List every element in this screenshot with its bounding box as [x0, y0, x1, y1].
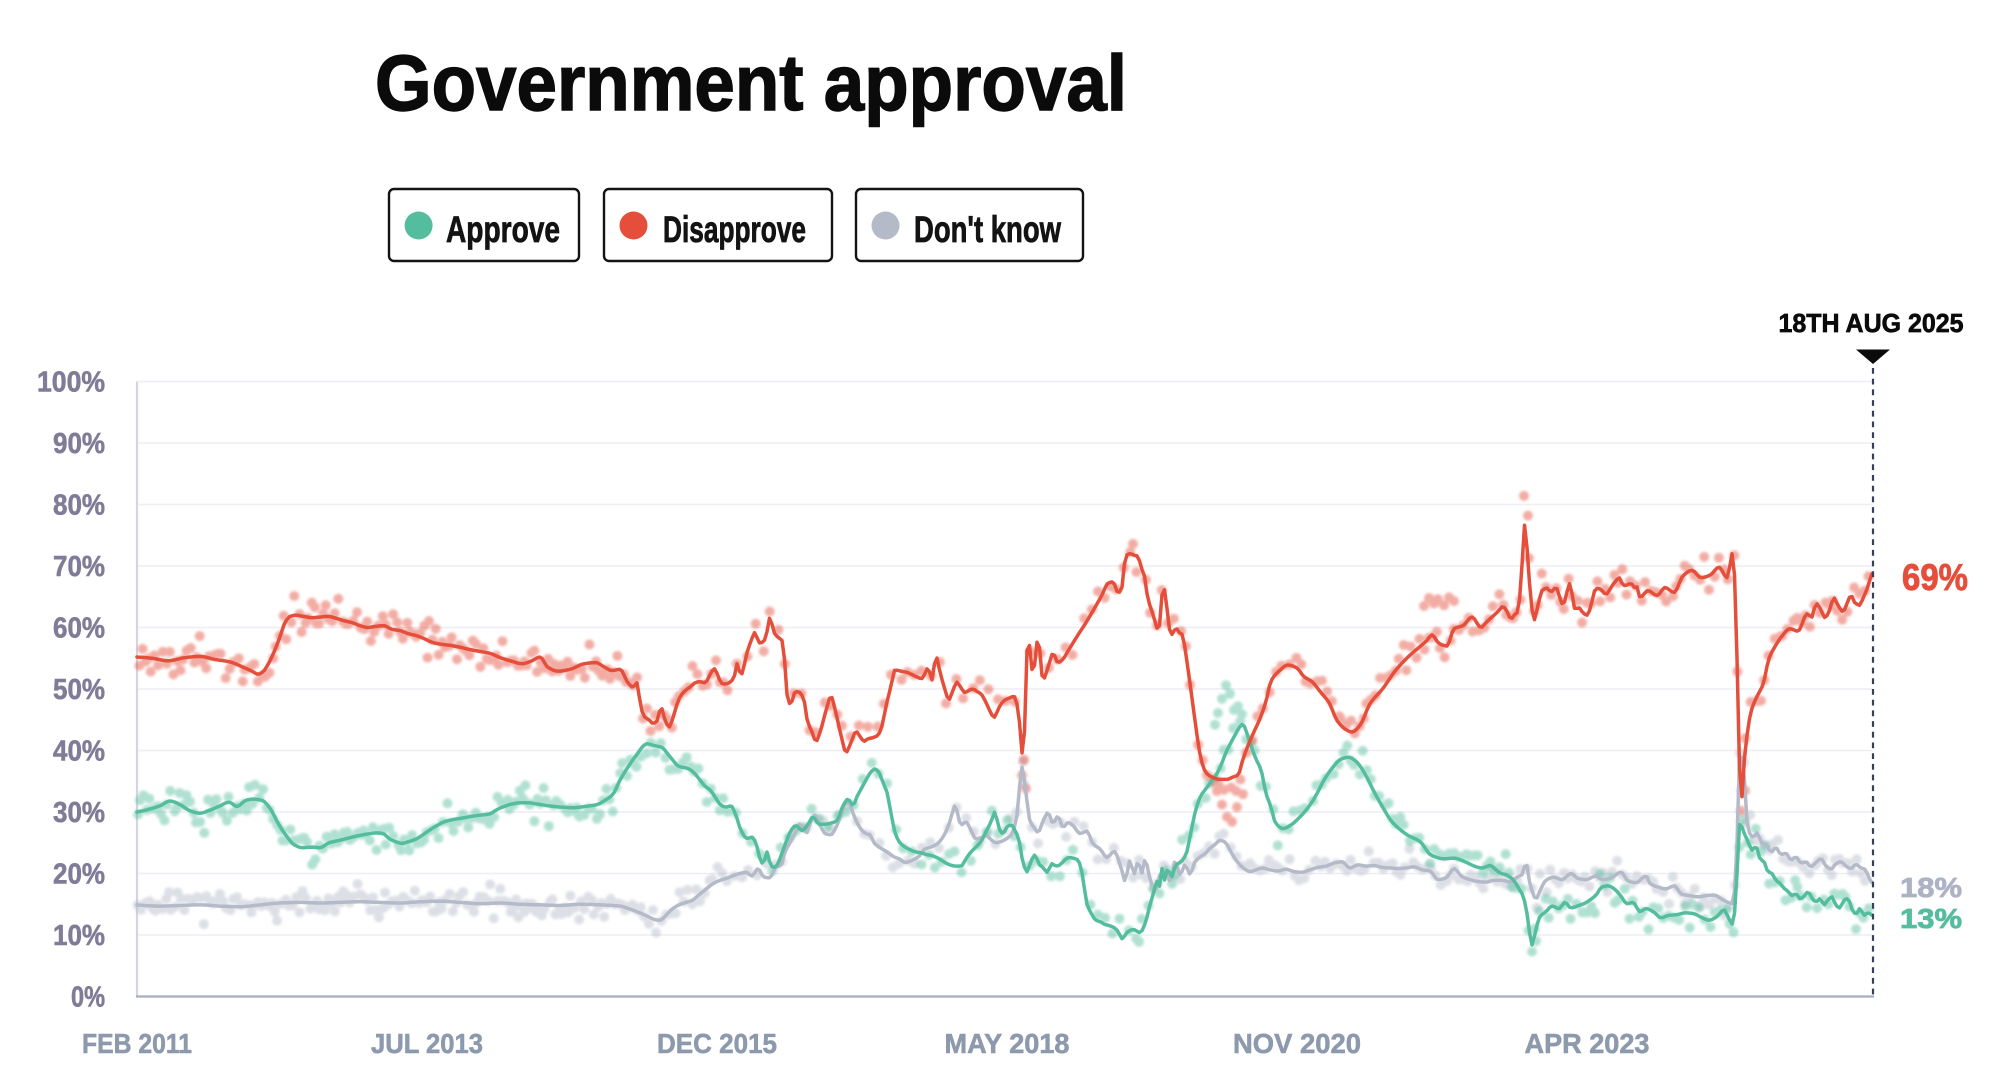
svg-text:40%: 40%: [53, 736, 105, 768]
svg-text:100%: 100%: [37, 367, 105, 399]
svg-text:90%: 90%: [53, 428, 105, 460]
svg-text:0%: 0%: [71, 982, 105, 1014]
svg-text:20%: 20%: [53, 859, 105, 891]
svg-text:50%: 50%: [53, 674, 105, 706]
svg-text:18TH AUG 2025: 18TH AUG 2025: [1779, 308, 1964, 338]
svg-text:Don't know: Don't know: [914, 208, 1062, 250]
svg-text:80%: 80%: [53, 490, 105, 522]
svg-text:FEB 2011: FEB 2011: [82, 1028, 192, 1059]
svg-text:70%: 70%: [53, 551, 105, 583]
svg-text:MAY 2018: MAY 2018: [945, 1028, 1070, 1059]
svg-text:Government approval: Government approval: [375, 38, 1127, 127]
svg-text:60%: 60%: [53, 613, 105, 645]
svg-text:13%: 13%: [1900, 903, 1962, 934]
svg-text:18%: 18%: [1900, 872, 1962, 903]
svg-text:10%: 10%: [53, 920, 105, 952]
svg-text:JUL 2013: JUL 2013: [371, 1028, 483, 1059]
svg-text:DEC 2015: DEC 2015: [657, 1028, 777, 1059]
svg-text:NOV 2020: NOV 2020: [1233, 1028, 1361, 1059]
svg-text:30%: 30%: [53, 797, 105, 829]
svg-text:Approve: Approve: [446, 208, 560, 250]
svg-text:69%: 69%: [1902, 557, 1968, 598]
svg-text:Disapprove: Disapprove: [663, 208, 806, 250]
svg-text:APR 2023: APR 2023: [1525, 1028, 1650, 1059]
